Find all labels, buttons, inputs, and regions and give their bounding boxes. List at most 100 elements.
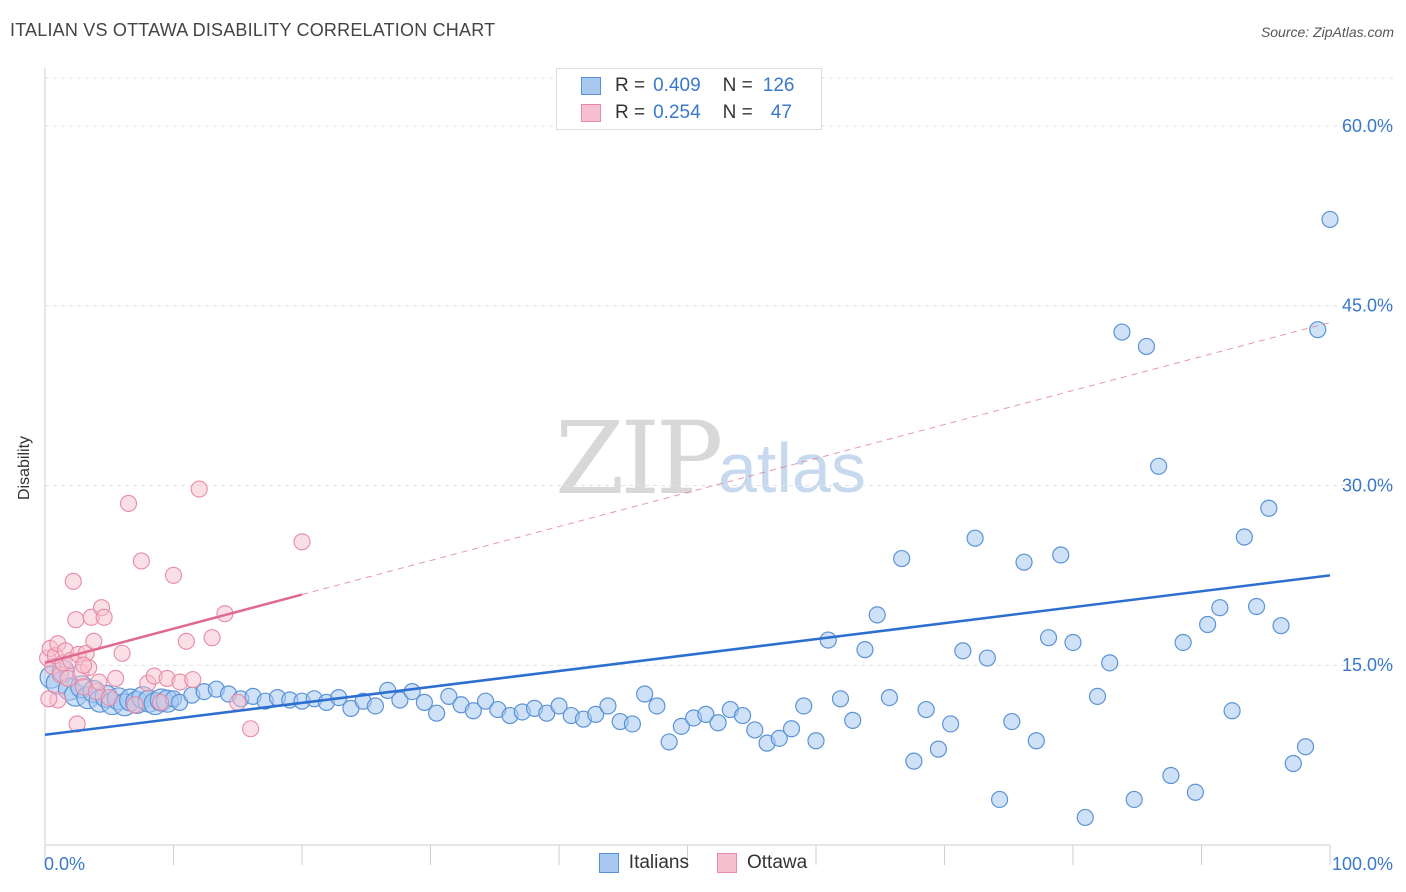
italians-point [978, 649, 996, 667]
italians-point [795, 697, 813, 715]
italians-point [1015, 553, 1033, 571]
italians-point [856, 641, 874, 659]
italians-point [1199, 615, 1217, 634]
italians-point [1211, 599, 1229, 617]
italians-point [990, 790, 1009, 809]
italians-point [746, 721, 764, 739]
italians-point [819, 631, 837, 649]
italians-point [1162, 766, 1180, 785]
r-value: 0.409 [653, 75, 701, 96]
series-legend: Italians Ottawa [0, 852, 1406, 874]
italians-point [782, 720, 801, 738]
italians-point [1101, 654, 1119, 672]
italians-point [464, 702, 482, 720]
ottawa-point [113, 644, 131, 662]
italians-point [1137, 337, 1156, 356]
italians-swatch [598, 853, 619, 873]
italians-point [1272, 617, 1290, 635]
n-label: N = [722, 75, 753, 96]
legend-row-italians: R = 0.409 N = 126 [581, 73, 794, 99]
ottawa-point [293, 533, 311, 551]
italians-point [1039, 629, 1058, 647]
ottawa-point [164, 566, 183, 584]
italians-point [709, 714, 727, 732]
y-tick-label: 45.0% [1342, 296, 1393, 316]
x-tick-label: 100.0% [1332, 854, 1393, 874]
italians-point [1027, 732, 1045, 750]
italians-point [1260, 499, 1278, 517]
italians-point [1247, 597, 1266, 616]
n-value: 126 [762, 75, 795, 96]
legend-item-italians[interactable]: Italians [598, 852, 689, 874]
italians-point [1309, 321, 1327, 339]
italians-point [917, 700, 935, 719]
italians-point [550, 697, 568, 715]
italians-point [428, 704, 446, 722]
italians-point [672, 717, 690, 735]
ottawa-point [100, 689, 118, 707]
legend-row-ottawa: R = 0.254 N = 47 [581, 100, 792, 126]
italians-point [391, 691, 409, 709]
italians-point [440, 687, 458, 705]
italians-trend-line [44, 574, 1331, 736]
italians-point [929, 740, 947, 758]
italians-point [868, 606, 886, 624]
italians-point [1296, 738, 1315, 756]
ottawa-point [107, 669, 125, 687]
italians-point [660, 733, 678, 751]
ottawa-point [95, 608, 113, 626]
n-label: N = [722, 102, 753, 123]
italians-point [807, 732, 825, 750]
italians-point [366, 697, 385, 715]
y-tick-label: 15.0% [1342, 655, 1393, 675]
ottawa-point [203, 629, 221, 647]
ottawa-swatch [717, 853, 737, 873]
italians-point [880, 688, 899, 707]
italians-point [1113, 323, 1131, 341]
ottawa-point [85, 632, 103, 650]
ottawa-trend-line [44, 593, 303, 665]
italians-point [1064, 633, 1082, 652]
legend-item-ottawa[interactable]: Ottawa [717, 852, 807, 874]
watermark-atlas: atlas [718, 429, 866, 507]
legend-label-ottawa: Ottawa [747, 852, 808, 873]
ottawa-trend-extension [301, 321, 1331, 596]
ottawa-point [184, 671, 202, 689]
italians-point [623, 715, 642, 733]
ottawa-point [190, 480, 208, 498]
source-label: Source: ZipAtlas.com [1260, 24, 1394, 40]
italians-point [1223, 702, 1241, 720]
ottawa-point [67, 611, 85, 629]
ottawa-point [40, 690, 58, 708]
italians-swatch [581, 77, 601, 95]
correlation-legend: R = 0.409 N = 126 R = 0.254 N = 47 [556, 68, 822, 130]
chart-title: ITALIAN VS OTTAWA DISABILITY CORRELATION… [10, 20, 496, 40]
italians-point [966, 529, 984, 547]
italians-point [770, 729, 788, 747]
r-label: R = [615, 102, 646, 123]
italians-point [1052, 546, 1070, 564]
r-label: R = [615, 75, 646, 96]
italians-point [1125, 790, 1143, 809]
italians-point [1003, 712, 1021, 731]
italians-point [697, 705, 715, 723]
italians-point [1150, 457, 1168, 475]
italians-point [1186, 783, 1204, 801]
italians-point [942, 715, 960, 733]
italians-point [844, 711, 862, 729]
ottawa-point [152, 693, 170, 711]
italians-point [587, 705, 605, 723]
ottawa-point [75, 656, 93, 674]
watermark-zip: ZIP [555, 400, 723, 517]
ottawa-point [242, 720, 260, 738]
ottawa-point [90, 673, 108, 691]
ottawa-point [229, 693, 247, 711]
ottawa-point [64, 572, 82, 590]
italians-point [893, 549, 911, 568]
n-value: 47 [770, 102, 792, 123]
ottawa-point [177, 632, 195, 650]
y-tick-label: 60.0% [1342, 116, 1393, 136]
italians-point [905, 752, 923, 770]
ottawa-point [132, 552, 150, 570]
italians-point [1235, 528, 1253, 546]
